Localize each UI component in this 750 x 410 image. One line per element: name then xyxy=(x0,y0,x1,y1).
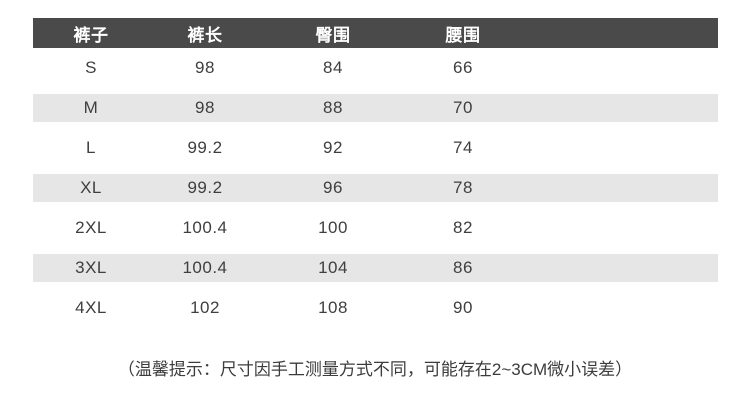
cell-waist: 86 xyxy=(453,258,473,277)
cell-size: S xyxy=(85,58,97,77)
cell-hip: 108 xyxy=(318,298,348,317)
header-cell-length: 裤长 xyxy=(187,25,223,45)
size-table: 裤子 裤长 臀围 腰围 S 98 84 66 M 98 88 70 L 99.2… xyxy=(33,18,718,328)
header-cell-pants: 裤子 xyxy=(73,25,109,45)
cell-waist: 78 xyxy=(453,178,473,197)
table-row-3xl: 3XL 100.4 104 86 xyxy=(33,248,718,288)
table-row-xl: XL 99.2 96 78 xyxy=(33,168,718,208)
cell-waist: 90 xyxy=(453,298,473,317)
header-cell-hip: 臀围 xyxy=(315,25,351,45)
cell-length: 98 xyxy=(195,98,215,117)
table-header-row: 裤子 裤长 臀围 腰围 xyxy=(33,18,718,48)
table-row-s: S 98 84 66 xyxy=(33,48,718,88)
cell-length: 98 xyxy=(195,58,215,77)
cell-hip: 100 xyxy=(318,218,348,237)
cell-size: 2XL xyxy=(75,218,107,237)
cell-length: 100.4 xyxy=(182,258,228,277)
table-row-l: L 99.2 92 74 xyxy=(33,128,718,168)
cell-waist: 74 xyxy=(453,138,473,157)
cell-length: 99.2 xyxy=(187,178,223,197)
cell-hip: 88 xyxy=(323,98,343,117)
cell-hip: 92 xyxy=(323,138,343,157)
cell-size: 4XL xyxy=(75,298,107,317)
cell-size: L xyxy=(86,138,96,157)
cell-waist: 82 xyxy=(453,218,473,237)
cell-hip: 96 xyxy=(323,178,343,197)
table-row-2xl: 2XL 100.4 100 82 xyxy=(33,208,718,248)
measurement-note: （温馨提示：尺寸因手工测量方式不同，可能存在2~3CM微小误差） xyxy=(117,360,633,379)
table-row-m: M 98 88 70 xyxy=(33,88,718,128)
cell-size: M xyxy=(83,98,99,117)
cell-length: 99.2 xyxy=(187,138,223,157)
cell-size: 3XL xyxy=(75,258,107,277)
table-row-4xl: 4XL 102 108 90 xyxy=(33,288,718,328)
cell-length: 100.4 xyxy=(182,218,228,237)
cell-hip: 104 xyxy=(318,258,348,277)
header-cell-waist: 腰围 xyxy=(445,25,481,45)
cell-hip: 84 xyxy=(323,58,343,77)
cell-size: XL xyxy=(80,178,102,197)
cell-waist: 70 xyxy=(453,98,473,117)
cell-length: 102 xyxy=(190,298,220,317)
cell-waist: 66 xyxy=(453,58,473,77)
